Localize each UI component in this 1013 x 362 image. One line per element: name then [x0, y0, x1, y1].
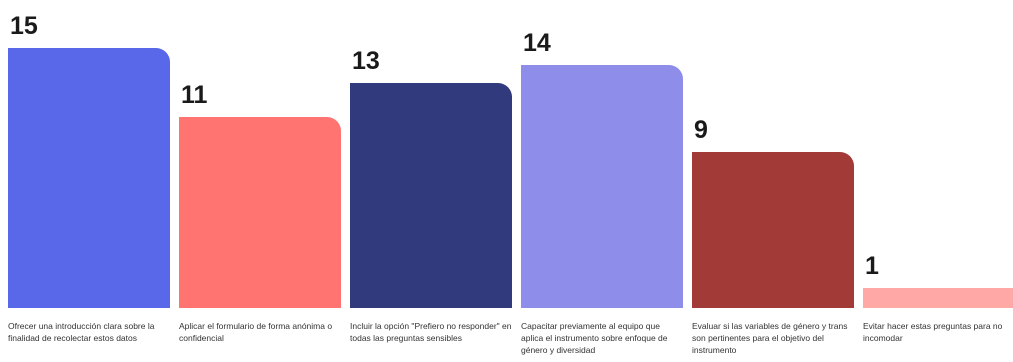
- data-label: 15: [10, 12, 38, 40]
- data-label: 1: [865, 252, 879, 280]
- bar: [350, 82, 512, 308]
- data-label: 9: [694, 116, 708, 144]
- bar-group: 1 Evitar hacer estas preguntas para no in…: [863, 0, 1013, 362]
- category-label: Ofrecer una introducción clara sobre la …: [8, 321, 155, 343]
- bar: [692, 152, 854, 308]
- data-label: 14: [523, 29, 551, 58]
- bar-group: 15 Ofrecer una introducción clara sobre l…: [8, 0, 170, 362]
- bar: [521, 65, 683, 308]
- bar: [863, 288, 1013, 308]
- bar: [179, 117, 341, 308]
- bar: [8, 48, 170, 308]
- category-label: Aplicar el formulario de forma anónima o…: [179, 321, 333, 343]
- category-label: Evitar hacer estas preguntas para no inc…: [863, 321, 1003, 343]
- category-label: Incluir la opción "Prefiero no responder…: [350, 321, 512, 343]
- data-label: 11: [181, 81, 208, 110]
- bar-group: 14 Capacitar previamente al equipo que ap…: [521, 0, 683, 362]
- bar-group: 11 Aplicar el formulario de forma anónima…: [179, 0, 341, 362]
- bar-group: 13 Incluir la opción "Prefiero no respond…: [350, 0, 512, 362]
- bar-group: 9 Evaluar si las variables de género y tr…: [692, 0, 854, 362]
- category-label: Capacitar previamente al equipo que apli…: [521, 321, 668, 355]
- data-label: 13: [352, 46, 380, 75]
- category-label: Evaluar si las variables de género y tra…: [692, 321, 848, 355]
